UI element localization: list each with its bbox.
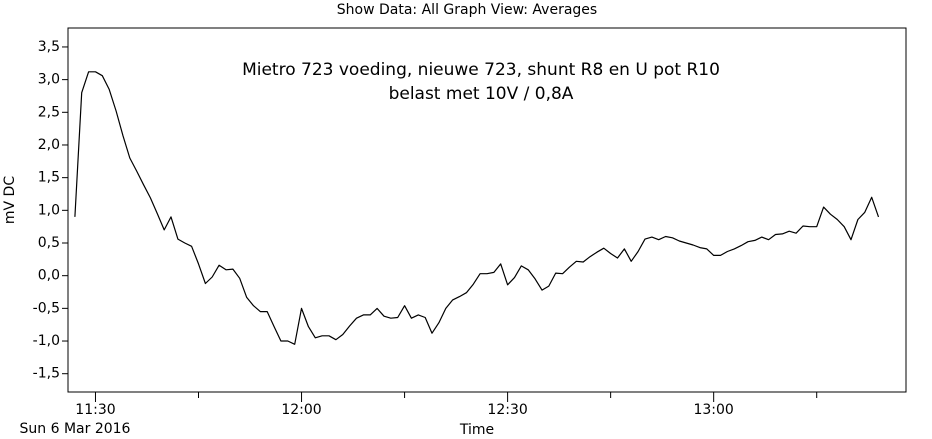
x-tick-label: 13:00	[693, 402, 733, 418]
x-axis-label: Time	[459, 422, 494, 438]
x-tick-label: 12:30	[487, 402, 527, 418]
date-label: Sun 6 Mar 2016	[20, 421, 131, 437]
y-tick-label: -1,0	[33, 333, 60, 349]
y-tick-label: -1,5	[33, 366, 60, 382]
y-tick-label: -0,5	[33, 300, 60, 316]
y-tick-label: 3,5	[38, 39, 60, 55]
y-tick-label: 1,0	[38, 202, 60, 218]
x-tick-label: 12:00	[281, 402, 321, 418]
y-tick-label: 3,0	[38, 72, 60, 88]
chart-subtitle: belast met 10V / 0,8A	[389, 84, 574, 104]
chart-title: Mietro 723 voeding, nieuwe 723, shunt R8…	[242, 60, 720, 80]
y-tick-label: 2,0	[38, 137, 60, 153]
x-tick-label: 11:30	[75, 402, 115, 418]
y-tick-label: 0,0	[38, 268, 60, 284]
y-tick-label: 2,5	[38, 104, 60, 120]
y-tick-label: 0,5	[38, 235, 60, 251]
y-axis-label: mV DC	[2, 176, 18, 224]
plot-frame	[67, 27, 907, 393]
y-tick-label: 1,5	[38, 170, 60, 186]
data-line	[74, 71, 880, 345]
header: Show Data: All Graph View: Averages	[337, 2, 597, 18]
